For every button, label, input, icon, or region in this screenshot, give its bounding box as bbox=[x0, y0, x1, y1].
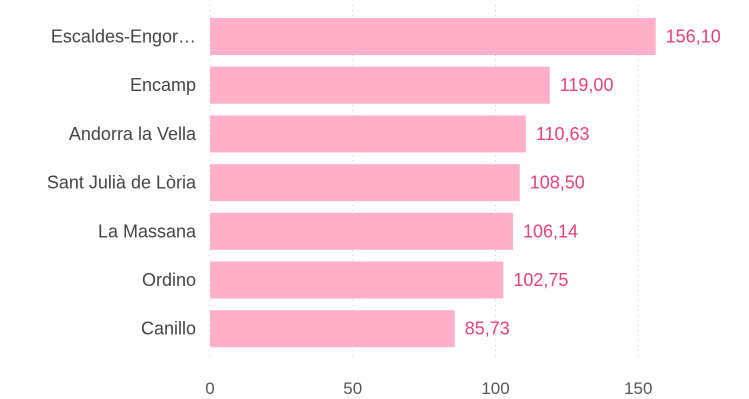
bar-5 bbox=[210, 261, 504, 299]
category-label-5: Ordino bbox=[142, 270, 196, 290]
bar-6 bbox=[210, 310, 455, 348]
category-label-0: Escaldes-Engor… bbox=[51, 27, 196, 47]
bar-4 bbox=[210, 212, 514, 250]
bar-0 bbox=[210, 18, 656, 55]
x-tick-label-2: 100 bbox=[481, 379, 509, 398]
value-label-4: 106,14 bbox=[523, 221, 578, 241]
x-tick-label-1: 50 bbox=[343, 379, 362, 398]
bar-3 bbox=[210, 164, 520, 202]
bar-1 bbox=[210, 66, 550, 104]
value-label-3: 108,50 bbox=[530, 173, 585, 193]
value-label-2: 110,63 bbox=[536, 124, 590, 144]
category-label-6: Canillo bbox=[141, 319, 196, 339]
x-tick-label-0: 0 bbox=[205, 379, 214, 398]
value-label-1: 119,00 bbox=[560, 75, 614, 95]
category-label-3: Sant Julià de Lòria bbox=[47, 173, 197, 193]
category-label-4: La Massana bbox=[98, 221, 197, 241]
category-label-2: Andorra la Vella bbox=[69, 124, 197, 144]
bar-2 bbox=[210, 115, 526, 153]
x-tick-label-3: 150 bbox=[624, 379, 652, 398]
value-label-6: 85,73 bbox=[465, 319, 510, 339]
category-label-1: Encamp bbox=[130, 75, 196, 95]
value-label-5: 102,75 bbox=[513, 270, 568, 290]
value-label-0: 156,10 bbox=[666, 27, 721, 47]
